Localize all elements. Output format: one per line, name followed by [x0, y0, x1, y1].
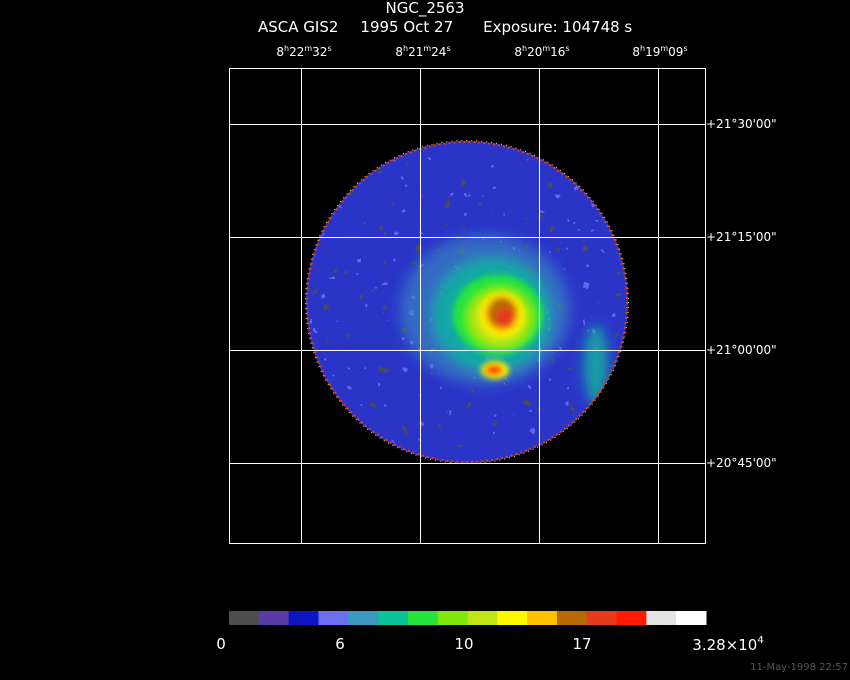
fov-edge-outer: [305, 140, 629, 464]
colorbar-segment: [348, 611, 379, 625]
colorbar-segment: [676, 611, 707, 625]
dec-tick-label: +20°45'00": [706, 456, 777, 470]
colorbar-segment: [527, 611, 558, 625]
colorbar-label: 17: [572, 635, 592, 653]
colorbar-segment: [318, 611, 349, 625]
ra-tick-label: 8h20m16s: [514, 44, 570, 59]
colorbar-segment: [437, 611, 468, 625]
fov-edge: [306, 141, 628, 463]
colorbar-label: 6: [335, 635, 345, 653]
colorbar-segment: [229, 611, 260, 625]
ra-tick-label: 8h22m32s: [276, 44, 332, 59]
colorbar-label: 10: [454, 635, 474, 653]
colorbar-segment: [288, 611, 319, 625]
colorbar-segment: [556, 611, 588, 625]
colorbar-label: 0: [216, 635, 226, 653]
dec-tick-label: +21°00'00": [706, 343, 777, 357]
observation-subtitle: ASCA GIS2 1995 Oct 27 Exposure: 104748 s: [258, 18, 632, 36]
colorbar-max-label: 3.28×104: [692, 635, 764, 654]
ra-tick-label: 8h21m24s: [395, 44, 451, 59]
exposure-label: Exposure: 104748 s: [483, 18, 633, 36]
colorbar-segment: [407, 611, 439, 625]
colorbar-segment: [378, 611, 409, 625]
colorbar-segment: [258, 611, 290, 625]
coordinate-grid: [229, 68, 706, 544]
dec-tick-label: +21°15'00": [706, 230, 777, 244]
instrument-label: ASCA GIS2: [258, 18, 339, 36]
timestamp: 11-May-1998 22:57: [750, 662, 848, 673]
field-of-view-image: [306, 141, 628, 463]
colorbar: [229, 611, 707, 625]
colorbar-segment: [497, 611, 528, 625]
observation-date: 1995 Oct 27: [360, 18, 454, 36]
ra-tick-label: 8h19m09s: [632, 44, 688, 59]
colorbar-segment: [646, 611, 677, 625]
colorbar-segment: [586, 611, 618, 625]
dec-tick-label: +21°30'00": [706, 117, 777, 131]
colorbar-segment: [616, 611, 647, 625]
image-title: NGC_2563: [385, 0, 465, 17]
colorbar-segment: [467, 611, 498, 625]
